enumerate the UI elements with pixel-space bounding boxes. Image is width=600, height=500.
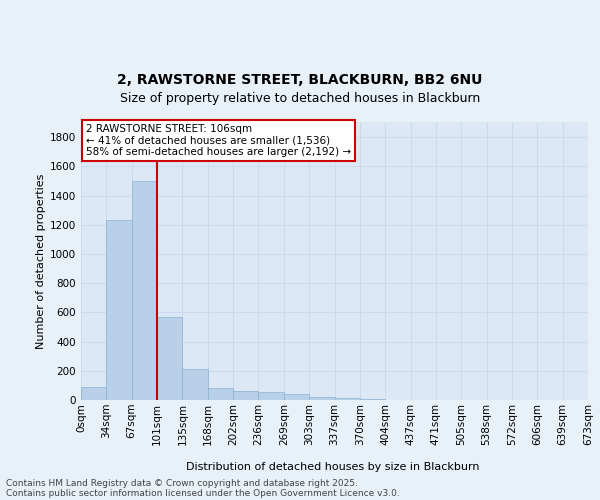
- Bar: [309, 397, 335, 400]
- Text: Contains HM Land Registry data © Crown copyright and database right 2025.: Contains HM Land Registry data © Crown c…: [6, 478, 358, 488]
- Text: 2, RAWSTORNE STREET, BLACKBURN, BB2 6NU: 2, RAWSTORNE STREET, BLACKBURN, BB2 6NU: [118, 74, 482, 88]
- Bar: [233, 391, 259, 400]
- Bar: [259, 392, 284, 400]
- Bar: [81, 387, 106, 400]
- Text: Contains public sector information licensed under the Open Government Licence v3: Contains public sector information licen…: [6, 488, 400, 498]
- Bar: [284, 394, 309, 400]
- Bar: [132, 181, 157, 400]
- Text: Size of property relative to detached houses in Blackburn: Size of property relative to detached ho…: [120, 92, 480, 105]
- Bar: [157, 317, 182, 400]
- Text: 2 RAWSTORNE STREET: 106sqm
← 41% of detached houses are smaller (1,536)
58% of s: 2 RAWSTORNE STREET: 106sqm ← 41% of deta…: [86, 124, 351, 157]
- Y-axis label: Number of detached properties: Number of detached properties: [36, 174, 46, 349]
- Bar: [335, 398, 360, 400]
- Bar: [106, 220, 132, 400]
- Text: Distribution of detached houses by size in Blackburn: Distribution of detached houses by size …: [186, 462, 480, 472]
- Bar: [208, 388, 233, 400]
- Bar: [182, 370, 208, 400]
